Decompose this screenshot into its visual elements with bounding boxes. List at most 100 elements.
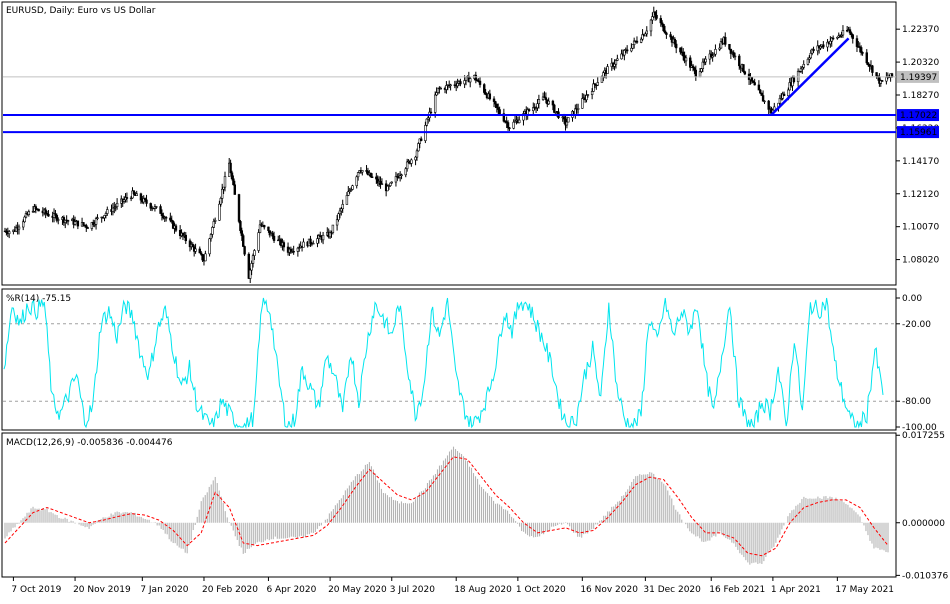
price-bar — [484, 92, 487, 95]
price-bar — [787, 89, 790, 97]
price-bar — [222, 186, 225, 190]
price-bar — [819, 46, 822, 49]
price-bar — [132, 190, 136, 195]
price-bar — [93, 224, 96, 226]
date-tick-label: 20 Feb 2020 — [202, 585, 258, 595]
price-bar — [792, 77, 796, 83]
price-bar — [778, 98, 782, 104]
price-bar — [513, 120, 517, 123]
price-bar — [209, 234, 213, 240]
price-bar — [673, 38, 677, 45]
price-bar — [439, 87, 442, 90]
price-bar — [239, 221, 242, 231]
williams-r-label: %R(14) -75.15 — [6, 294, 71, 304]
price-bar — [620, 53, 623, 60]
price-bar — [436, 87, 440, 93]
price-bar — [5, 230, 8, 233]
price-bar — [880, 80, 884, 82]
price-bar — [495, 103, 499, 108]
price-bar — [855, 38, 859, 47]
price-bar — [625, 49, 629, 52]
price-bar — [376, 178, 379, 184]
price-bar — [212, 221, 215, 228]
macd-tick-label: 0.017255 — [902, 431, 945, 441]
price-bar — [282, 242, 286, 248]
price-bar — [802, 64, 805, 68]
price-bar — [733, 55, 737, 58]
price-bar — [767, 100, 770, 110]
price-bar — [614, 60, 618, 65]
macd-layer — [4, 446, 889, 565]
price-bar — [249, 269, 252, 279]
price-bar — [292, 251, 295, 253]
last-price-box — [897, 70, 939, 83]
price-bar — [267, 226, 270, 231]
price-bar — [263, 225, 266, 228]
price-bar — [213, 220, 217, 222]
price-bar — [547, 100, 550, 105]
price-bar — [316, 238, 319, 244]
date-tick-label: 1 Oct 2020 — [516, 585, 566, 595]
price-bar — [243, 246, 246, 255]
price-bar — [543, 96, 546, 99]
price-bar — [866, 62, 870, 66]
price-bar — [752, 80, 755, 83]
price-bar — [551, 100, 555, 106]
uptrend-line — [770, 37, 850, 116]
price-bar — [682, 51, 685, 57]
price-bar — [750, 76, 754, 82]
price-bar — [719, 41, 723, 49]
price-bar — [389, 182, 392, 186]
price-bar — [536, 103, 539, 109]
price-bar — [298, 247, 301, 249]
price-bar — [66, 220, 70, 222]
price-bar — [188, 240, 192, 248]
price-bar — [684, 57, 688, 62]
price-tick-label: 1.14170 — [902, 157, 939, 167]
price-bar — [669, 34, 672, 38]
price-bar — [781, 93, 784, 99]
williams-r-panel — [1, 288, 897, 431]
williams-r-layer — [3, 297, 896, 429]
price-bar — [82, 222, 85, 226]
price-tick-label: 1.22370 — [902, 25, 939, 35]
price-bar — [208, 238, 211, 255]
price-bar — [361, 170, 364, 173]
price-bar — [170, 219, 173, 222]
price-bar — [544, 97, 548, 101]
price-bar — [351, 185, 354, 190]
price-bar — [113, 207, 116, 209]
price-bar — [836, 36, 839, 39]
price-bar — [848, 29, 852, 34]
price-bar — [335, 219, 339, 226]
date-tick-label: 6 Apr 2020 — [266, 585, 316, 595]
price-bar — [337, 213, 340, 221]
price-bar — [518, 119, 521, 124]
williams-r-tick-label: -100.00 — [902, 423, 937, 433]
price-bar — [160, 213, 164, 216]
price-bar — [701, 61, 705, 70]
price-bar — [129, 197, 133, 200]
price-bar — [220, 188, 224, 199]
price-bar — [585, 95, 588, 101]
price-bar — [590, 91, 594, 95]
price-bar — [104, 213, 108, 216]
price-bar — [390, 181, 393, 184]
price-bar — [184, 234, 187, 242]
price-bar — [76, 220, 80, 227]
price-bar — [483, 84, 486, 93]
price-bar — [663, 30, 667, 34]
price-bar — [788, 82, 791, 91]
price-bar — [114, 206, 117, 208]
price-bar — [347, 191, 350, 196]
price-bar — [693, 67, 696, 71]
price-bar — [103, 215, 106, 219]
price-bar — [341, 204, 344, 210]
price-bar — [321, 234, 325, 241]
price-bar — [829, 40, 832, 45]
price-bar — [700, 68, 703, 72]
price-bar — [761, 95, 765, 102]
price-bar — [64, 219, 67, 223]
date-tick-label: 17 May 2021 — [835, 585, 894, 595]
